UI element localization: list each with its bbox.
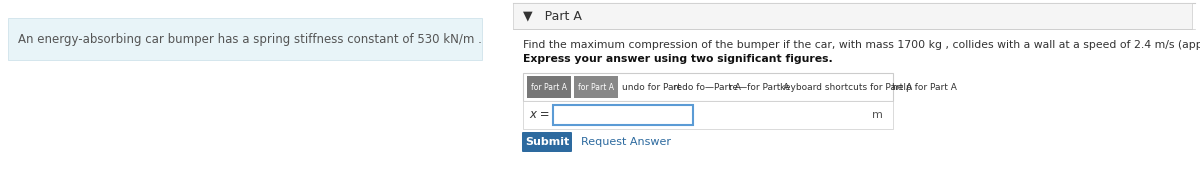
Bar [514,3,1192,29]
Bar [527,76,571,98]
Text: redo fo—Part A: redo fo—Part A [673,82,742,91]
FancyBboxPatch shape [522,132,572,152]
Text: Request Answer: Request Answer [581,137,671,147]
Text: re—for Part A: re—for Part A [728,82,788,91]
Text: undo for Part: undo for Part [622,82,680,91]
Text: An energy-absorbing car bumper has a spring stiffness constant of 530 kN/m .: An energy-absorbing car bumper has a spr… [18,33,482,46]
Text: keyboard shortcuts for Part A: keyboard shortcuts for Part A [780,82,912,91]
Bar [553,105,694,125]
Text: x =: x = [529,109,550,122]
Text: Find the maximum compression of the bumper if the car, with mass 1700 kg , colli: Find the maximum compression of the bump… [523,40,1200,50]
Bar [574,76,618,98]
Bar [523,73,893,101]
Text: for Part A: for Part A [530,82,568,91]
Text: Submit: Submit [524,137,569,147]
Bar [523,101,893,129]
Text: for Part A: for Part A [578,82,614,91]
Text: ▼   Part A: ▼ Part A [523,9,582,22]
Text: m: m [872,110,883,120]
Text: Express your answer using two significant figures.: Express your answer using two significan… [523,54,833,64]
Bar [8,18,482,60]
Text: help for Part A: help for Part A [893,82,958,91]
